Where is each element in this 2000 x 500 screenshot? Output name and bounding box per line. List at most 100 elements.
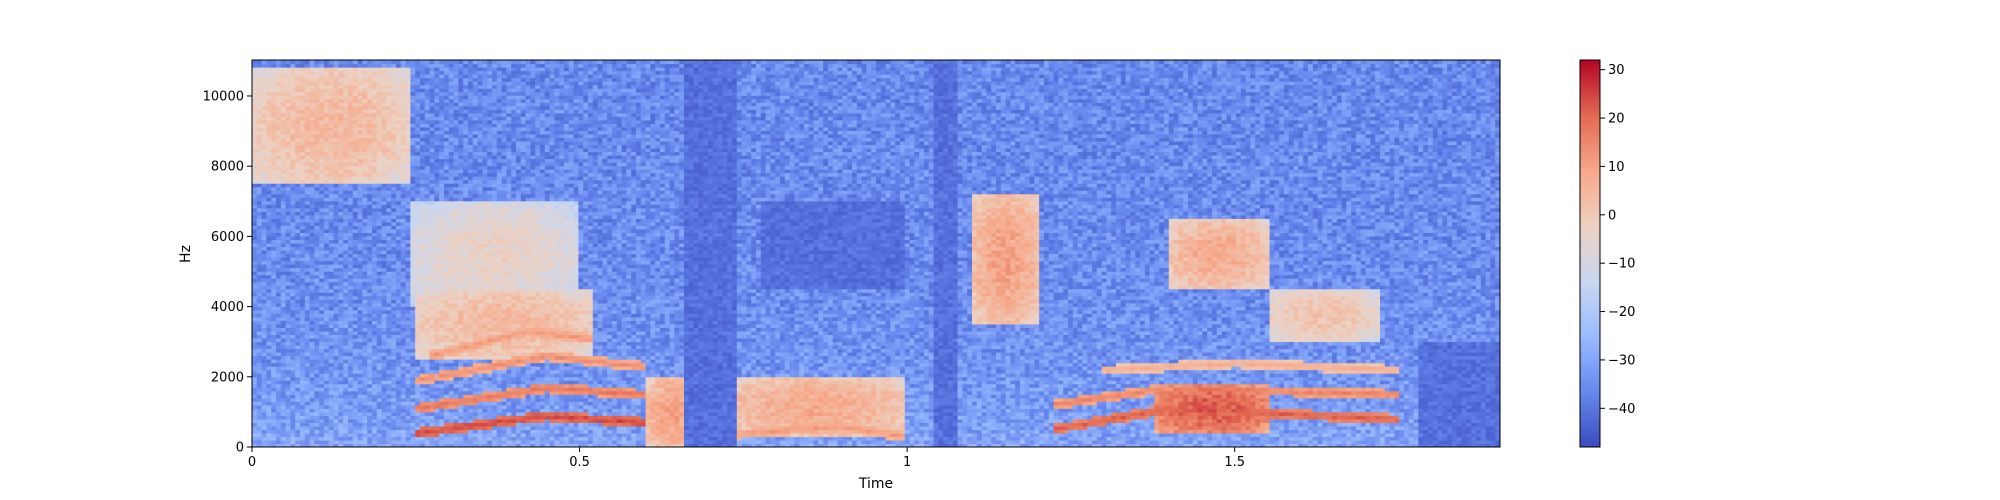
spectrogram-cell <box>281 338 286 342</box>
spectrogram-cell <box>262 324 267 328</box>
spectrogram-cell <box>262 250 267 254</box>
spectrogram-cell <box>454 144 459 148</box>
spectrogram-cell <box>266 218 271 222</box>
spectrogram-cell <box>463 148 468 152</box>
spectrogram-cell <box>286 74 291 78</box>
spectrogram-cell <box>319 239 324 243</box>
spectrogram-cell <box>439 412 444 416</box>
spectrogram-cell <box>396 229 401 233</box>
spectrogram-cell <box>252 317 257 321</box>
spectrogram-cell <box>257 296 262 300</box>
spectrogram-cell <box>305 380 310 384</box>
spectrogram-cell <box>266 377 271 381</box>
spectrogram-cell <box>276 197 281 201</box>
spectrogram-cell <box>367 109 372 113</box>
spectrogram-cell <box>329 317 334 321</box>
spectrogram-cell <box>319 296 324 300</box>
spectrogram-cell <box>377 415 382 419</box>
spectrogram-cell <box>324 109 329 113</box>
spectrogram-cell <box>382 380 387 384</box>
spectrogram-cell <box>338 310 343 314</box>
spectrogram-cell <box>425 197 430 201</box>
spectrogram-cell <box>358 359 363 363</box>
spectrogram-cell <box>310 317 315 321</box>
spectrogram-cell <box>386 296 391 300</box>
spectrogram-cell <box>420 141 425 145</box>
spectrogram-cell <box>286 408 291 412</box>
spectrogram-cell <box>300 338 305 342</box>
spectrogram-cell <box>338 268 343 272</box>
spectrogram-cell <box>266 387 271 391</box>
spectrogram-cell <box>386 352 391 356</box>
spectrogram-cell <box>271 352 276 356</box>
spectrogram-cell <box>415 243 420 247</box>
spectrogram-cell <box>367 317 372 321</box>
spectrogram-cell <box>276 366 281 370</box>
spectrogram-cell <box>353 102 358 106</box>
spectrogram-cell <box>410 201 415 205</box>
spectrogram-cell <box>382 194 387 198</box>
spectrogram-cell <box>334 204 339 208</box>
spectrogram-cell <box>324 243 329 247</box>
spectrogram-cell <box>430 204 435 208</box>
spectrogram-cell <box>281 440 286 444</box>
spectrogram-cell <box>334 71 339 75</box>
spectrogram-cell <box>439 282 444 286</box>
spectrogram-cell <box>410 422 415 426</box>
spectrogram-cell <box>439 313 444 317</box>
spectrogram-cell <box>300 296 305 300</box>
spectrogram-cell <box>367 408 372 412</box>
spectrogram-cell <box>362 429 367 433</box>
spectrogram-cell <box>271 173 276 177</box>
spectrogram-cell <box>338 313 343 317</box>
spectrogram-cell <box>396 264 401 268</box>
spectrogram-cell <box>382 102 387 106</box>
spectrogram-cell <box>319 401 324 405</box>
spectrogram-cell <box>295 60 300 64</box>
spectrogram-cell <box>281 366 286 370</box>
spectrogram-cell <box>319 289 324 293</box>
spectrogram-cell <box>454 366 459 370</box>
spectrogram-cell <box>372 261 377 265</box>
spectrogram-cell <box>391 218 396 222</box>
spectrogram-cell <box>362 222 367 226</box>
spectrogram-cell <box>319 412 324 416</box>
spectrogram-cell <box>353 92 358 96</box>
spectrogram-cell <box>415 159 420 163</box>
spectrogram-cell <box>290 356 295 360</box>
spectrogram-cell <box>425 338 430 342</box>
spectrogram-cell <box>252 106 257 110</box>
spectrogram-cell <box>454 299 459 303</box>
spectrogram-cell <box>338 208 343 212</box>
spectrogram-cell <box>310 324 315 328</box>
spectrogram-cell <box>425 257 430 261</box>
spectrogram-cell <box>391 169 396 173</box>
spectrogram-cell <box>367 190 372 194</box>
spectrogram-cell <box>353 134 358 138</box>
spectrogram-cell <box>305 148 310 152</box>
spectrogram-cell <box>463 436 468 440</box>
spectrogram-cell <box>252 169 257 173</box>
spectrogram-cell <box>290 327 295 331</box>
spectrogram-cell <box>353 162 358 166</box>
spectrogram-cell <box>329 380 334 384</box>
spectrogram-cell <box>386 246 391 250</box>
spectrogram-cell <box>252 419 257 423</box>
spectrogram-cell <box>444 422 449 426</box>
spectrogram-cell <box>430 387 435 391</box>
spectrogram-cell <box>444 401 449 405</box>
spectrogram-cell <box>386 331 391 335</box>
spectrogram-cell <box>396 275 401 279</box>
spectrogram-cell <box>449 197 454 201</box>
spectrogram-cell <box>415 341 420 345</box>
spectrogram-cell <box>310 102 315 106</box>
spectrogram-cell <box>343 60 348 64</box>
spectrogram-cell <box>329 215 334 219</box>
spectrogram-cell <box>329 229 334 233</box>
spectrogram-cell <box>454 169 459 173</box>
spectrogram-cell <box>444 356 449 360</box>
spectrogram-cell <box>266 380 271 384</box>
spectrogram-cell <box>319 116 324 120</box>
spectrogram-cell <box>257 282 262 286</box>
spectrogram-cell <box>362 236 367 240</box>
